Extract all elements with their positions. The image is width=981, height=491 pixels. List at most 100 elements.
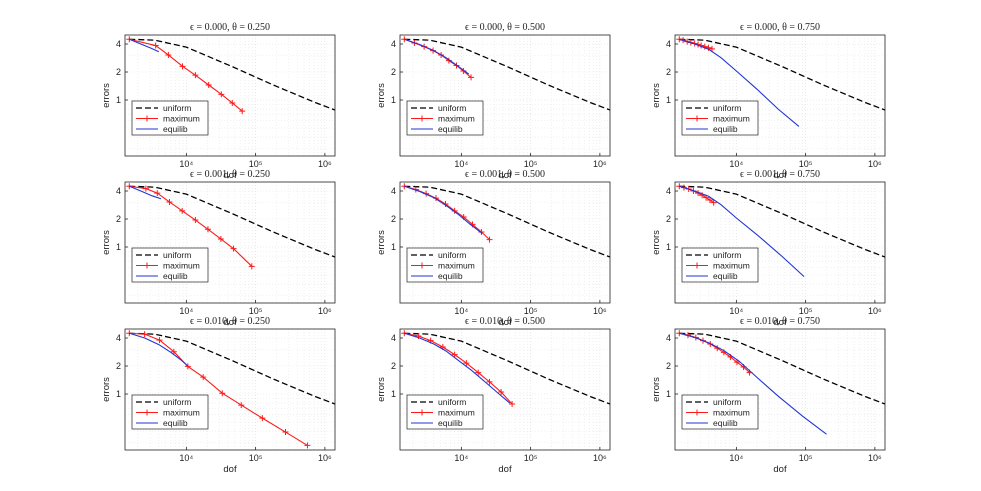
y-tick-label: 1 (666, 389, 671, 399)
x-tick-label: 10⁵ (249, 306, 263, 316)
data-point-maximum (229, 99, 236, 106)
legend-label-uniform: uniform (163, 397, 191, 407)
x-axis-label: dof (498, 317, 512, 328)
data-point-maximum (192, 72, 199, 79)
axes-box (674, 181, 886, 304)
data-point-maximum (451, 351, 458, 358)
data-point-maximum (509, 401, 516, 408)
legend-label-maximum: maximum (163, 261, 200, 271)
plot-area (125, 35, 335, 156)
legend-label-uniform: uniform (713, 397, 741, 407)
data-point-maximum (179, 63, 186, 70)
grid-lines (675, 35, 885, 156)
x-tick-label: 10⁶ (868, 159, 882, 169)
x-tick-label: 10⁶ (318, 453, 332, 463)
plot-area (400, 35, 610, 156)
chart-title: ϵ = 0.001, θ = 0.250 (190, 169, 270, 180)
data-point-maximum (200, 374, 207, 381)
x-axis-label: dof (498, 464, 512, 475)
subplot-2: 10⁴ 10⁵ 10⁶ 1 2 4 ϵ = 0.000, θ = 0.500 dof error… (376, 22, 611, 181)
y-axis-label: errors (651, 83, 662, 108)
legend-label-maximum: maximum (438, 114, 475, 124)
plot-area (675, 35, 885, 156)
legend-label-uniform: uniform (438, 250, 466, 260)
data-point-maximum (463, 360, 470, 367)
y-tick-label: 2 (391, 361, 396, 371)
axes-box (399, 34, 611, 157)
data-point-maximum (486, 236, 493, 243)
plot-area (400, 182, 610, 303)
data-point-maximum (165, 51, 172, 58)
axes-box (399, 181, 611, 304)
legend-marker-maximum (419, 115, 425, 122)
y-tick-label: 1 (116, 389, 121, 399)
x-tick-label: 10⁴ (454, 453, 468, 463)
data-point-maximum (192, 217, 199, 224)
data-point-maximum (152, 42, 159, 49)
legend-label-equilib: equilib (163, 271, 188, 281)
y-axis-label: errors (101, 83, 112, 108)
legend-label-uniform: uniform (713, 103, 741, 113)
legend-label-uniform: uniform (438, 103, 466, 113)
y-tick-label: 2 (116, 361, 121, 371)
x-tick-label: 10⁵ (524, 306, 538, 316)
x-axis-label: dof (223, 170, 237, 181)
y-axis-label: errors (651, 230, 662, 255)
legend-label-maximum: maximum (438, 261, 475, 271)
y-tick-label: 4 (666, 39, 671, 49)
data-point-maximum (204, 226, 211, 233)
axes-box (124, 328, 336, 451)
y-tick-label: 4 (116, 39, 121, 49)
legend-label-equilib: equilib (163, 418, 188, 428)
legend-marker-maximum (144, 409, 150, 416)
data-point-maximum (184, 363, 191, 370)
grid-lines (675, 182, 885, 303)
subplot-3: 10⁴ 10⁵ 10⁶ 1 2 4 ϵ = 0.000, θ = 0.750 dof error… (651, 22, 886, 181)
legend-marker-maximum (144, 115, 150, 122)
data-point-maximum (709, 45, 716, 52)
y-axis-label: errors (651, 377, 662, 402)
legend-label-equilib: equilib (163, 124, 188, 134)
chart-title: ϵ = 0.001, θ = 0.500 (465, 169, 545, 180)
x-tick-label: 10⁶ (593, 306, 607, 316)
x-tick-label: 10⁴ (729, 453, 743, 463)
y-tick-label: 1 (666, 242, 671, 252)
chart-title: ϵ = 0.010, θ = 0.500 (465, 316, 545, 327)
series-line-equilib (129, 38, 160, 53)
x-axis-label: dof (773, 317, 787, 328)
legend-label-uniform: uniform (163, 103, 191, 113)
y-tick-label: 4 (666, 186, 671, 196)
chart-title: ϵ = 0.000, θ = 0.250 (190, 22, 270, 33)
x-tick-label: 10⁴ (179, 453, 193, 463)
grid-lines (400, 329, 610, 450)
series-line-equilib (679, 332, 827, 435)
legend-marker-maximum (694, 409, 700, 416)
y-tick-label: 1 (116, 242, 121, 252)
grid-lines (125, 35, 335, 156)
axes-box (124, 181, 336, 304)
y-tick-label: 2 (116, 214, 121, 224)
legend-label-equilib: equilib (713, 271, 738, 281)
legend-label-equilib: equilib (713, 124, 738, 134)
x-tick-label: 10⁶ (318, 159, 332, 169)
y-tick-label: 2 (666, 67, 671, 77)
x-tick-label: 10⁴ (454, 159, 468, 169)
data-point-maximum (218, 91, 225, 98)
x-axis-label: dof (773, 464, 787, 475)
x-tick-label: 10⁶ (868, 306, 882, 316)
x-tick-label: 10⁵ (249, 453, 263, 463)
x-axis-label: dof (223, 464, 237, 475)
legend-label-maximum: maximum (163, 114, 200, 124)
data-point-maximum (230, 245, 237, 252)
y-tick-label: 4 (116, 186, 121, 196)
x-axis-label: dof (223, 317, 237, 328)
